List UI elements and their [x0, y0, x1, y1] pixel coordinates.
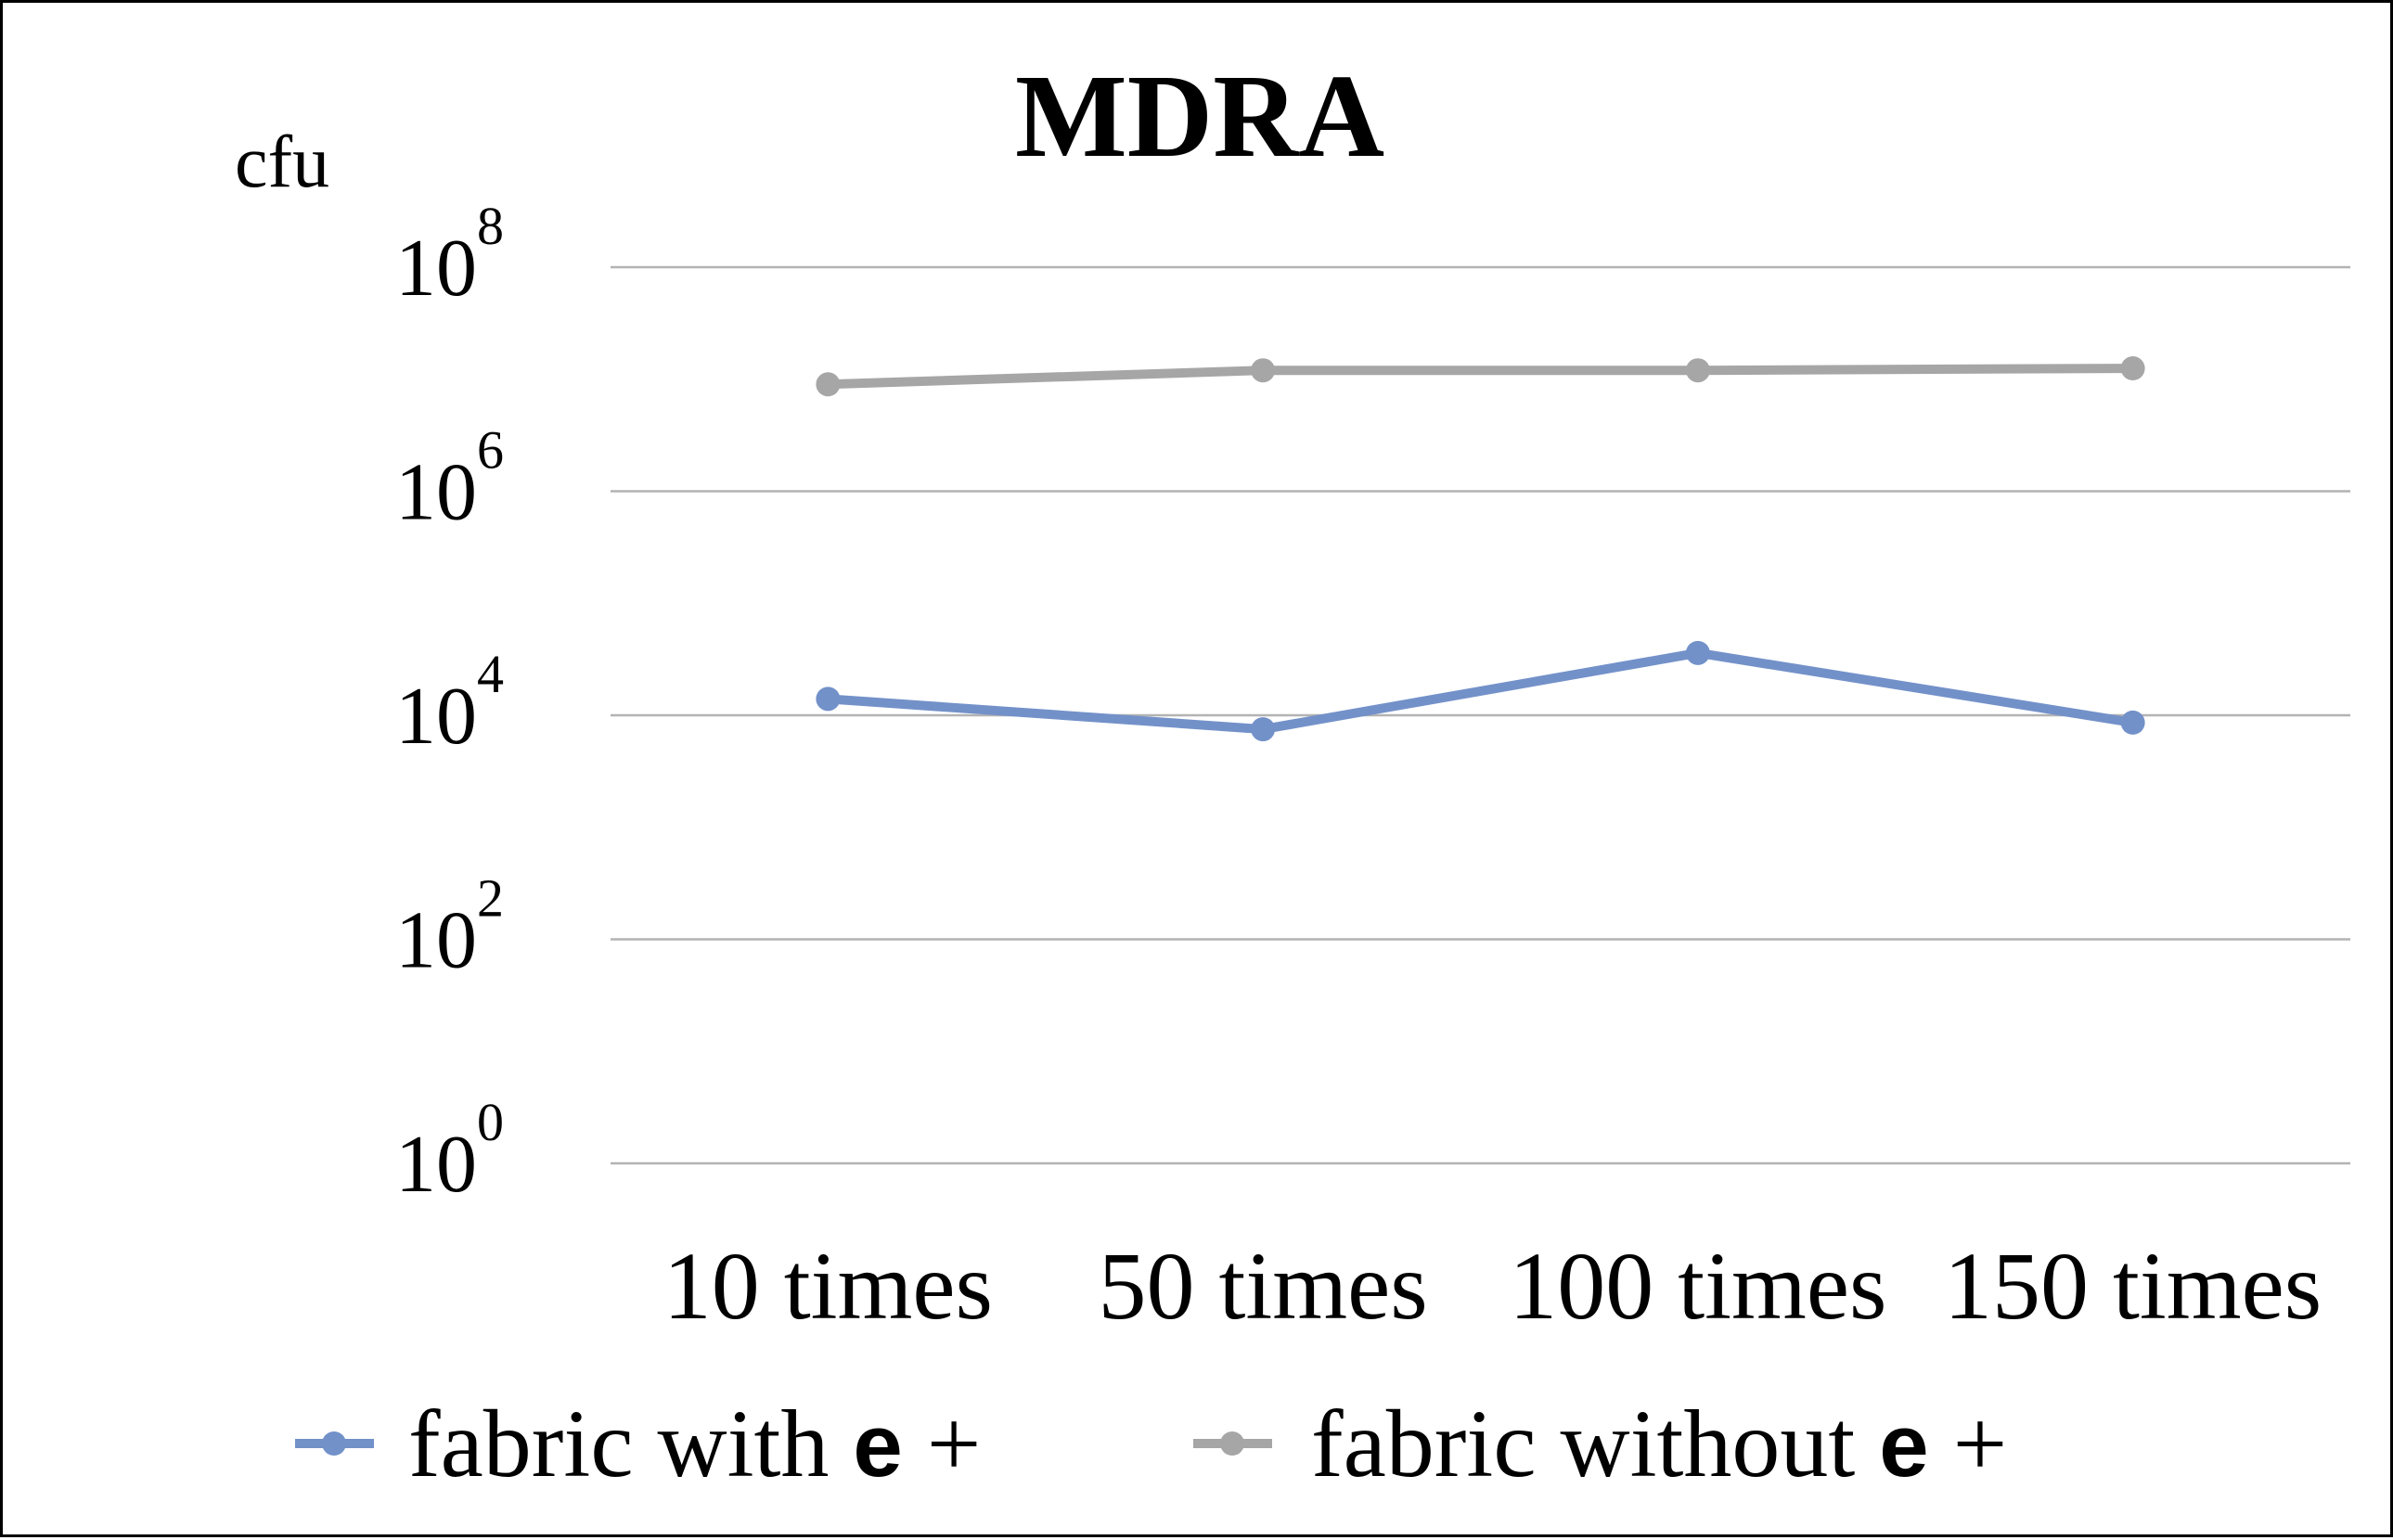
- data-point: [1251, 717, 1276, 742]
- data-point: [1251, 358, 1276, 383]
- y-tick-label: 102: [395, 868, 504, 986]
- legend: fabric with e + fabric without e +: [295, 1391, 2007, 1497]
- x-tick-label: 10 times: [663, 1233, 993, 1340]
- y-axis-label: cfu: [235, 122, 329, 203]
- y-tick-label: 108: [395, 196, 504, 314]
- data-point: [816, 687, 841, 712]
- data-point: [816, 372, 841, 397]
- y-tick-label: 100: [395, 1092, 504, 1210]
- legend-label: fabric without e +: [1311, 1391, 2007, 1497]
- legend-swatch-marker: [1220, 1431, 1244, 1456]
- chart-title: MDRA: [1015, 50, 1384, 182]
- legend-entry-1: fabric without e +: [1193, 1391, 2007, 1497]
- legend-entry-0: fabric with e +: [295, 1391, 981, 1497]
- legend-swatch-marker: [322, 1431, 346, 1456]
- legend-label: fabric with e +: [408, 1391, 981, 1497]
- x-tick-label: 150 times: [1944, 1233, 2322, 1340]
- series-lines: [816, 356, 2145, 742]
- data-point: [2120, 356, 2145, 381]
- y-tick-labels: 100 102 104 106 108: [395, 196, 504, 1210]
- x-tick-label: 50 times: [1098, 1233, 1427, 1340]
- data-point: [2120, 710, 2145, 735]
- data-point: [1685, 640, 1710, 665]
- series-line-1: [828, 364, 2133, 390]
- data-point: [1685, 358, 1710, 383]
- x-tick-label: 100 times: [1509, 1233, 1886, 1340]
- grid-lines: [611, 265, 2350, 1165]
- series-line-0: [828, 648, 2134, 735]
- x-tick-labels: 10 times 50 times 100 times 150 times: [663, 1233, 2322, 1340]
- y-tick-label: 104: [395, 644, 504, 762]
- line-chart: MDRA cfu 100 102 104 106 108 10 times 50 time…: [235, 50, 2350, 1497]
- y-tick-label: 106: [395, 420, 504, 538]
